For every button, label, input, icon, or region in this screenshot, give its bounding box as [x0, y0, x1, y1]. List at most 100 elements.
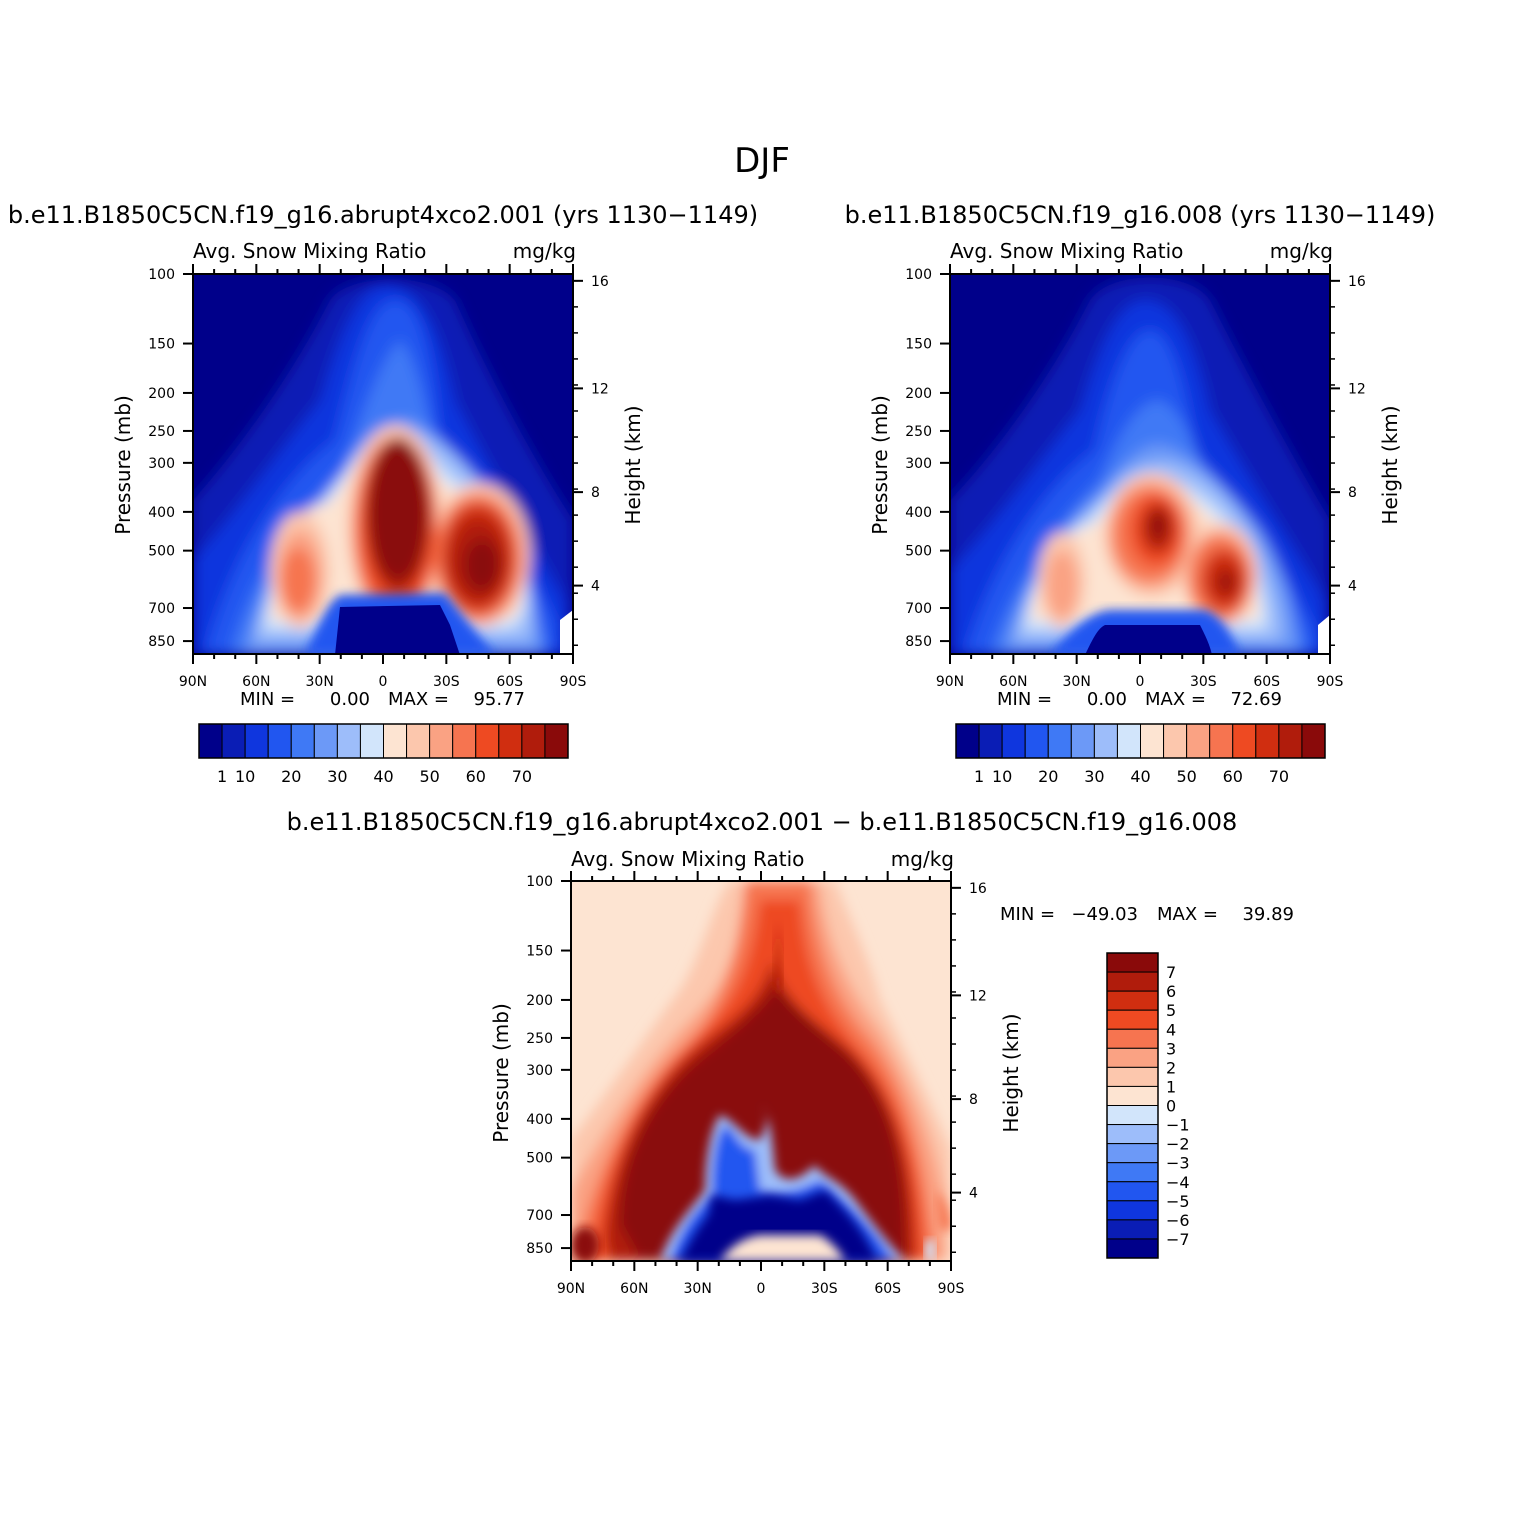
- colorbar-frame: [198, 723, 569, 759]
- x-tick-label: 90N: [179, 674, 207, 690]
- colorbar-label: 4: [1166, 1020, 1176, 1039]
- colorbar-box: [1070, 723, 1095, 759]
- colorbar-box: [383, 723, 408, 759]
- colorbar-box: [1106, 1162, 1159, 1183]
- contour-field: [571, 881, 951, 1261]
- y-axis-label: Pressure (mb): [868, 395, 892, 535]
- colorbar-box: [452, 723, 477, 759]
- y-tick-label: 400: [905, 505, 932, 521]
- y-tick-label: 250: [905, 424, 932, 440]
- left-string: Avg. Snow Mixing Ratio: [950, 239, 1183, 263]
- colorbar-box: [1106, 1181, 1159, 1202]
- x-tick-label: 60S: [496, 674, 523, 690]
- colorbar-box: [1106, 1143, 1159, 1164]
- y-tick-label: 200: [148, 386, 175, 402]
- y-tick-label: 700: [905, 601, 932, 617]
- y-right-tick-label: 12: [1348, 381, 1366, 397]
- colorbar-box: [1047, 723, 1072, 759]
- colorbar-box: [290, 723, 315, 759]
- colorbar-box: [1001, 723, 1026, 759]
- x-tick-label: 90S: [560, 674, 587, 690]
- colorbar-box: [336, 723, 361, 759]
- x-tick-label: 30N: [1063, 674, 1091, 690]
- colorbar-box: [1278, 723, 1303, 759]
- colorbar-box: [1106, 1200, 1159, 1221]
- panel-title: b.e11.B1850C5CN.f19_g16.abrupt4xco2.001 …: [8, 201, 758, 229]
- colorbar-box: [406, 723, 431, 759]
- y-tick-label: 100: [905, 267, 932, 283]
- contour-field: [193, 274, 573, 654]
- colorbar-box: [1106, 990, 1159, 1011]
- colorbar-box: [1106, 1219, 1159, 1240]
- y-tick-label: 400: [148, 505, 175, 521]
- colorbar-label: −7: [1166, 1230, 1190, 1249]
- y-tick-label: 850: [526, 1241, 553, 1257]
- colorbar-box: [544, 723, 569, 759]
- colorbar-box: [198, 723, 223, 759]
- panel-title: b.e11.B1850C5CN.f19_g16.008 (yrs 1130−11…: [845, 201, 1436, 229]
- colorbar-box: [1106, 1047, 1159, 1068]
- colorbar-label: 70: [1269, 767, 1289, 786]
- y-right-tick-label: 8: [591, 485, 600, 501]
- colorbar-frame: [955, 723, 1326, 759]
- colorbar-label: −3: [1166, 1154, 1190, 1173]
- y-right-tick-label: 8: [1348, 485, 1357, 501]
- colorbar-box: [267, 723, 292, 759]
- y-tick-label: 850: [148, 634, 175, 650]
- colorbar-box: [1140, 723, 1165, 759]
- y-tick-label: 300: [905, 456, 932, 472]
- max-value: 39.89: [1242, 904, 1294, 925]
- max-value: 72.69: [1230, 689, 1282, 710]
- colorbar-label: −6: [1166, 1211, 1190, 1230]
- x-tick-label: 60S: [1253, 674, 1280, 690]
- colorbar-label: 3: [1166, 1039, 1176, 1058]
- colorbar-frame: [1106, 952, 1159, 1259]
- colorbar-box: [498, 723, 523, 759]
- colorbar-box: [1163, 723, 1188, 759]
- y-axis-label: Pressure (mb): [489, 1003, 513, 1143]
- max-value: 95.77: [473, 689, 525, 710]
- colorbar-label: 70: [512, 767, 532, 786]
- y-tick-label: 500: [148, 544, 175, 560]
- y-tick-label: 150: [148, 337, 175, 353]
- y-axis-label-right: Height (km): [621, 405, 645, 524]
- left-string: Avg. Snow Mixing Ratio: [571, 847, 804, 871]
- colorbar-label: 40: [1130, 767, 1150, 786]
- colorbar-label: 30: [327, 767, 347, 786]
- x-tick-label: 60N: [620, 1281, 648, 1297]
- colorbar-label: 50: [1176, 767, 1196, 786]
- min-value: 0.00: [330, 689, 370, 710]
- y-right-tick-label: 16: [1348, 274, 1366, 290]
- y-tick-label: 200: [905, 386, 932, 402]
- min-value: 0.00: [1087, 689, 1127, 710]
- colorbar-box: [1116, 723, 1141, 759]
- y-right-tick-label: 12: [969, 988, 987, 1004]
- colorbar-label: 1: [1166, 1077, 1176, 1096]
- max-label: MAX =: [1145, 689, 1206, 710]
- colorbar-box: [475, 723, 500, 759]
- colorbar-box: [1106, 1066, 1159, 1087]
- y-right-tick-label: 4: [1348, 579, 1357, 595]
- y-right-tick-label: 16: [591, 274, 609, 290]
- min-label: MIN =: [1000, 904, 1055, 925]
- colorbar-label: 50: [419, 767, 439, 786]
- colorbar-box: [1093, 723, 1118, 759]
- colorbar-label: −5: [1166, 1192, 1190, 1211]
- colorbar-box: [359, 723, 384, 759]
- colorbar-label: 20: [1038, 767, 1058, 786]
- panel-top-left: b.e11.B1850C5CN.f19_g16.abrupt4xco2.001 …: [8, 201, 758, 786]
- y-tick-label: 300: [526, 1063, 553, 1079]
- y-tick-label: 100: [526, 874, 553, 890]
- y-tick-label: 300: [148, 456, 175, 472]
- colorbar-label: 20: [281, 767, 301, 786]
- right-string: mg/kg: [1270, 239, 1333, 263]
- y-axis-label-right: Height (km): [999, 1013, 1023, 1132]
- colorbar-box: [1106, 1238, 1159, 1259]
- colorbar-label: 1: [217, 767, 227, 786]
- colorbar-box: [1106, 971, 1159, 992]
- y-tick-label: 250: [148, 424, 175, 440]
- x-tick-label: 60N: [242, 674, 270, 690]
- colorbar-box: [1106, 1124, 1159, 1145]
- y-right-tick-label: 8: [969, 1092, 978, 1108]
